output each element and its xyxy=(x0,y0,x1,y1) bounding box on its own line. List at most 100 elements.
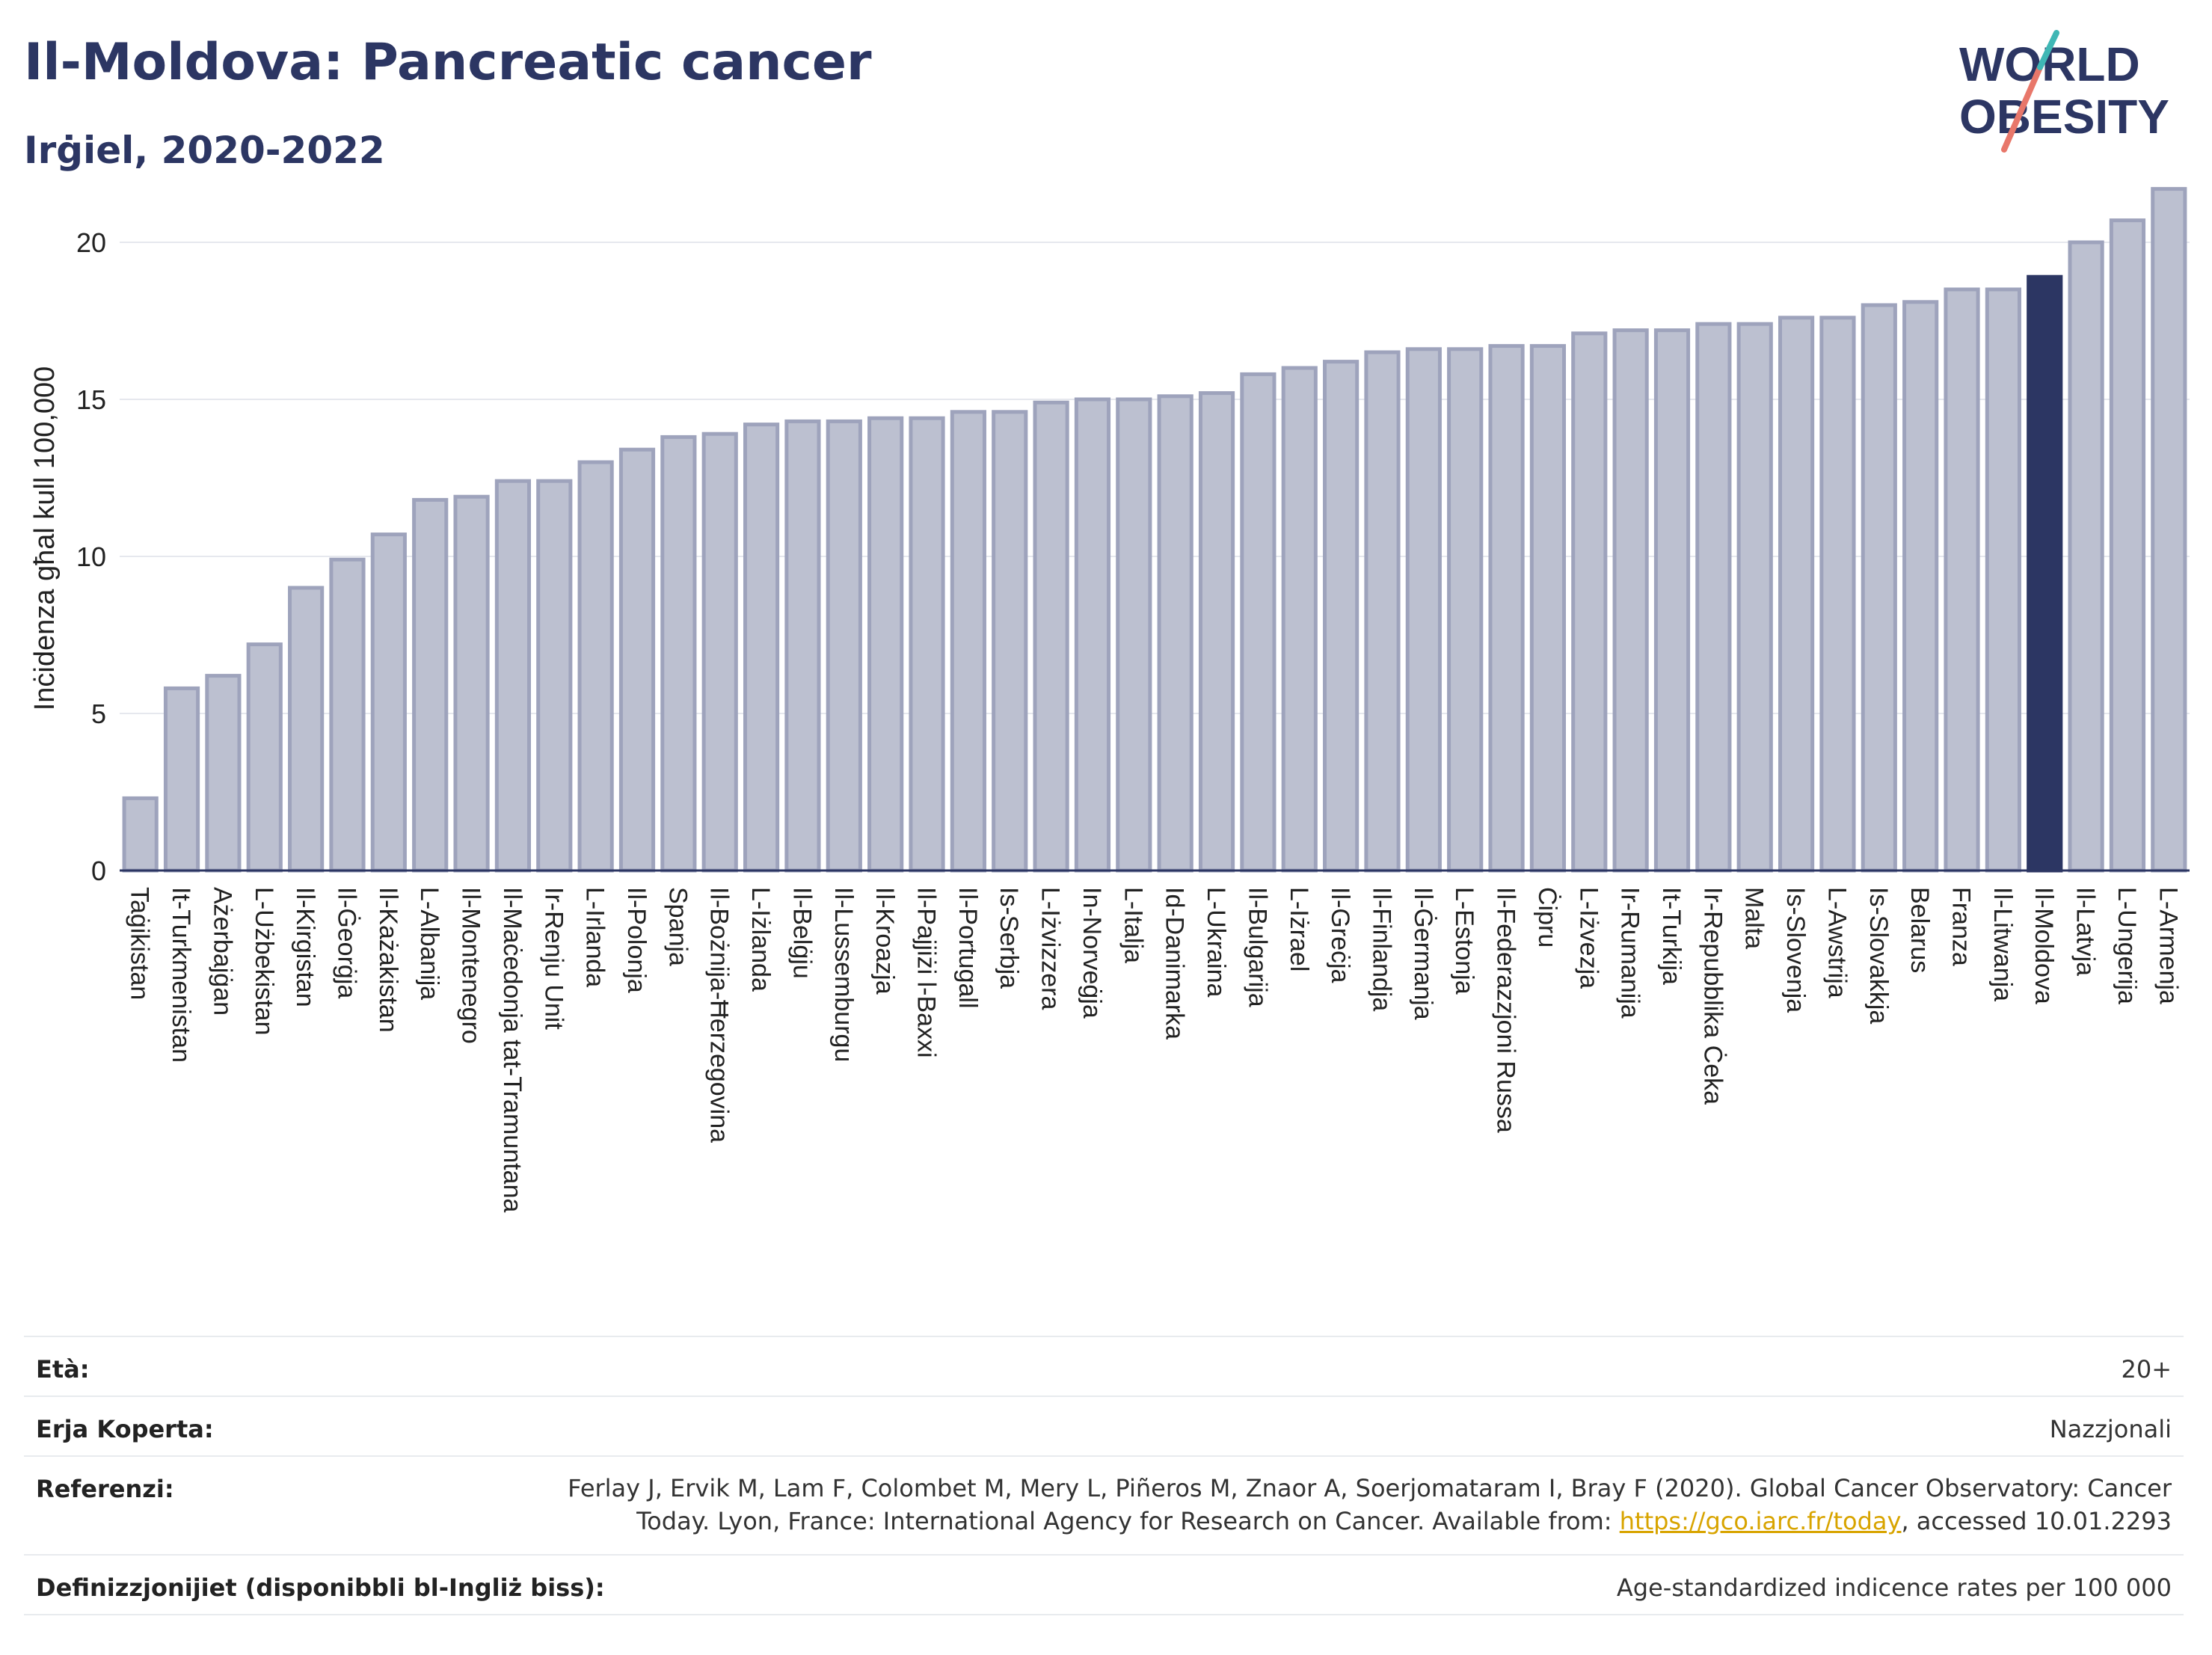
bar xyxy=(1116,397,1152,873)
references-label: Referenzi: xyxy=(36,1475,174,1503)
bar xyxy=(1157,394,1193,873)
bar xyxy=(1612,328,1649,873)
bar xyxy=(370,532,407,873)
bar xyxy=(246,642,283,873)
x-tick-label: Ażerbajġan xyxy=(208,887,236,1016)
x-tick-label: L-Italja xyxy=(1119,887,1147,963)
x-tick-label: Il-Moldova xyxy=(2030,887,2058,1004)
y-tick-label: 10 xyxy=(76,541,106,572)
x-tick-label: Id-Danimarka xyxy=(1161,887,1189,1040)
references-link[interactable]: https://gco.iarc.fr/today xyxy=(1619,1507,1902,1535)
x-tick-label: Il-Portugall xyxy=(953,887,982,1009)
bar xyxy=(743,423,780,873)
references-text: Ferlay J, Ervik M, Lam F, Colombet M, Me… xyxy=(564,1472,2172,1538)
bar xyxy=(950,410,986,873)
x-tick-label: Il-Każakistan xyxy=(374,887,402,1033)
x-tick-label: Il-Ġeorġja xyxy=(332,887,360,998)
references-line-2: Today. Lyon, France: International Agenc… xyxy=(564,1505,2172,1538)
bar xyxy=(329,557,366,873)
x-tick-label: Malta xyxy=(1740,887,1769,949)
bar xyxy=(494,479,532,873)
bar xyxy=(1323,360,1360,873)
bar xyxy=(163,686,200,873)
x-tick-label: Is-Serbja xyxy=(995,887,1023,989)
x-tick-label: L-Iżlanda xyxy=(746,887,775,992)
x-tick-label: L-Iżvizzera xyxy=(1036,887,1065,1010)
bar xyxy=(1778,316,1815,873)
bar xyxy=(1529,344,1567,873)
divider xyxy=(24,1455,2184,1457)
x-tick-label: Ir-Renju Unit xyxy=(539,887,568,1030)
world-obesity-logo: WORLD OBESITY xyxy=(1959,30,2169,153)
x-tick-label: Is-Slovakkja xyxy=(1864,887,1893,1024)
bar xyxy=(1364,350,1401,873)
bar xyxy=(1447,347,1484,873)
x-tick-label: Il-Polonja xyxy=(622,887,651,993)
x-tick-label: Spanja xyxy=(663,887,692,966)
axes: 0 5 10 15 20 Taġikistan It-Turkmenistan Ażerbaj… xyxy=(76,227,2190,1212)
x-tick-label: Il-Finlandja xyxy=(1367,887,1395,1011)
bar xyxy=(1198,391,1235,873)
bar xyxy=(909,416,945,873)
divider xyxy=(24,1336,2184,1337)
bar xyxy=(536,479,573,873)
x-tick-label: L-Użbekistan xyxy=(250,887,278,1035)
x-tick-label: L-Armenja xyxy=(2154,887,2182,1004)
x-tick-label: Taġikistan xyxy=(126,887,154,1000)
x-tick-label: It-Turkija xyxy=(1657,887,1686,985)
x-tick-label: L-Awstrija xyxy=(1822,887,1851,998)
x-tick-label: Ir-Rumanija xyxy=(1616,887,1644,1019)
references-line-1: Ferlay J, Ervik M, Lam F, Colombet M, Me… xyxy=(568,1474,2172,1502)
logo-slash-teal xyxy=(2037,30,2059,70)
bar xyxy=(992,410,1028,873)
x-tick-label: Il-Montenegro xyxy=(457,887,485,1044)
divider xyxy=(24,1395,2184,1397)
x-tick-label: Il-Kroazja xyxy=(870,887,899,995)
bar xyxy=(1902,300,1939,873)
x-tick-label: Ir-Repubblika Ċeka xyxy=(1698,887,1727,1105)
y-tick-label: 20 xyxy=(76,227,106,258)
x-tick-label: Il-Latvja xyxy=(2071,887,2100,976)
x-tick-label: Il-Greċja xyxy=(1326,887,1354,983)
logo-text-obesity: OBESITY xyxy=(1959,90,2169,144)
bar xyxy=(1985,287,2021,873)
bar xyxy=(577,460,614,873)
bar xyxy=(1695,322,1732,873)
bar xyxy=(701,432,738,873)
bar xyxy=(1571,331,1608,873)
bar xyxy=(1240,372,1276,873)
x-tick-label: L-Ukraina xyxy=(1202,887,1230,997)
x-tick-label: L-Iżrael xyxy=(1285,887,1313,971)
bar xyxy=(2027,274,2063,873)
references-line-2-start: Today. Lyon, France: International Agenc… xyxy=(636,1507,1620,1535)
bar xyxy=(826,419,862,873)
coverage-value: Nazzjonali xyxy=(2049,1415,2172,1443)
divider xyxy=(24,1614,2184,1615)
bar xyxy=(1944,287,1980,873)
bar xyxy=(1074,397,1111,873)
x-tick-label: Is-Slovenja xyxy=(1781,887,1810,1013)
definitions-label: Definizzjonijiet (disponibbli bl-Ingliż … xyxy=(36,1573,605,1602)
x-tick-label: L-Albanija xyxy=(415,887,443,1000)
x-tick-label: L-Iżvezja xyxy=(1574,887,1603,989)
x-tick-label: Il-Lussemburgu xyxy=(829,887,858,1062)
x-tick-label: L-Ungerija xyxy=(2113,887,2141,1004)
bar xyxy=(1405,347,1442,873)
bar xyxy=(2109,218,2146,873)
y-tick-label: 15 xyxy=(76,384,106,415)
y-tick-label: 0 xyxy=(91,856,106,886)
bar xyxy=(453,494,490,873)
references-line-2-end: , accessed 10.01.2293 xyxy=(1901,1507,2172,1535)
x-tick-label: Il-Federazzjoni Russa xyxy=(1492,887,1520,1133)
bar xyxy=(2068,240,2104,873)
divider xyxy=(24,1554,2184,1556)
bar xyxy=(1736,322,1773,873)
bar xyxy=(205,674,242,873)
x-tick-label: Il-Belġju xyxy=(787,887,816,979)
bar xyxy=(618,447,656,873)
x-tick-label: Il-Ġermanja xyxy=(1409,887,1437,1020)
x-tick-label: Il-Bożnija-Ħerzegovina xyxy=(705,887,734,1143)
bar xyxy=(867,416,904,873)
coverage-label: Erja Koperta: xyxy=(36,1415,214,1443)
bar xyxy=(2151,187,2187,873)
